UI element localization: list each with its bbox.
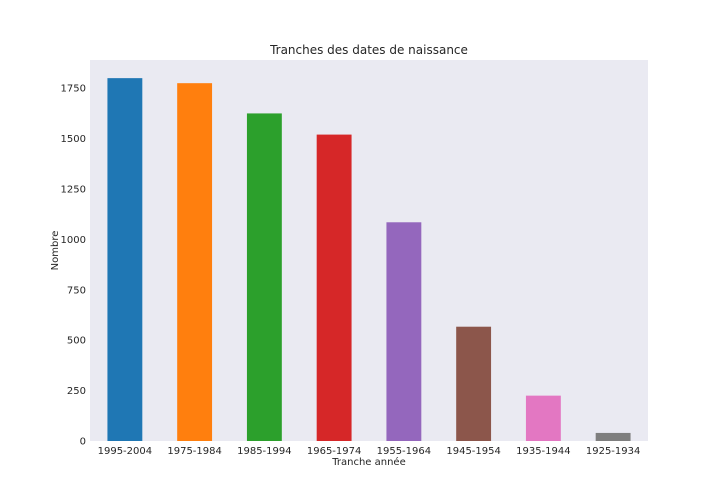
- y-tick-label: 750: [67, 285, 86, 296]
- y-tick-label: 0: [80, 437, 86, 448]
- bar-1965-1974: [316, 134, 352, 442]
- bar-1955-1964: [386, 222, 422, 441]
- x-tick-label: 1945-1954: [446, 446, 501, 457]
- x-tick-label: 1985-1994: [237, 446, 292, 457]
- bar-1945-1954: [456, 326, 492, 441]
- x-tick-label: 1955-1964: [377, 446, 432, 457]
- bar-1985-1994: [246, 113, 282, 442]
- y-tick-label: 500: [67, 336, 86, 347]
- bar-1925-1934: [595, 432, 631, 441]
- x-tick-label: 1935-1944: [516, 446, 571, 457]
- chart-title: Tranches des dates de naissance: [269, 43, 468, 57]
- bar-1995-2004: [107, 78, 143, 442]
- x-tick-label: 1975-1984: [167, 446, 222, 457]
- x-tick-label: 1965-1974: [307, 446, 362, 457]
- y-axis-title: Nombre: [50, 231, 61, 271]
- y-tick-label: 1000: [61, 235, 86, 246]
- y-tick-label: 250: [67, 386, 86, 397]
- x-tick-label: 1925-1934: [586, 446, 641, 457]
- y-tick-label: 1500: [61, 134, 86, 145]
- bar-1975-1984: [177, 83, 213, 441]
- x-tick-label: 1995-2004: [98, 446, 153, 457]
- plot-area: [90, 60, 648, 441]
- bar-1935-1944: [525, 395, 561, 441]
- y-tick-label: 1250: [61, 185, 86, 196]
- x-tick-labels: 1995-2004 1975-1984 1985-1994 1965-1974 1955…: [98, 446, 641, 457]
- y-tick-label: 1750: [61, 84, 86, 95]
- x-axis-title: Tranche année: [331, 456, 406, 468]
- bars-group: [107, 78, 631, 442]
- y-tick-labels: 0 250 500 750 1000 1250 1500 1750: [61, 84, 86, 448]
